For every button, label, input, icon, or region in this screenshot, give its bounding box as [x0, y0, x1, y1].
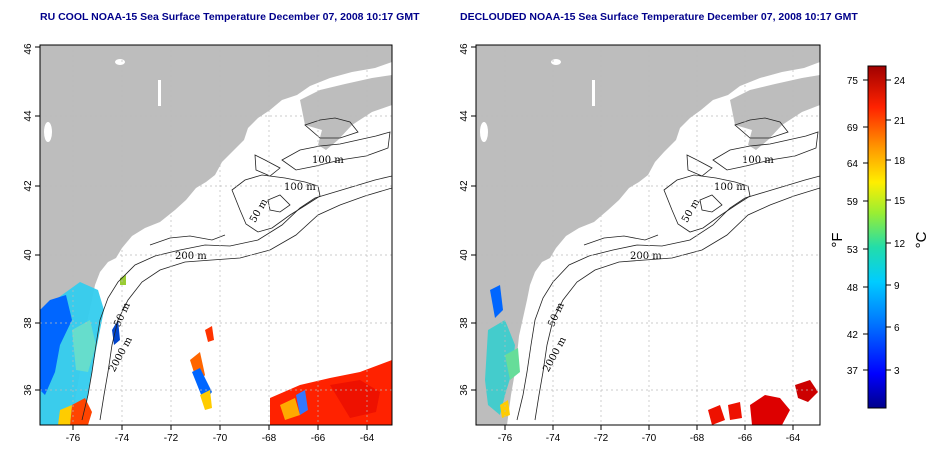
- lon-tick-label: -64: [360, 433, 375, 444]
- right-map-panel: 100 m 100 m 50 m 200 m 50 m 2000 m: [459, 43, 821, 444]
- colorbar-f-tick: 48: [847, 283, 859, 294]
- left-map-panel: 100 m 100 m 50 m 200 m 50 m 2000 m: [23, 43, 393, 444]
- colorbar-unit-celsius: °C: [913, 231, 930, 248]
- colorbar-f-tick: 69: [847, 123, 859, 134]
- lat-tick-label: 40: [459, 249, 470, 261]
- maritime-land: [730, 75, 820, 150]
- lat-tick-label: 44: [23, 110, 34, 122]
- colorbar-c-tick: 3: [894, 366, 900, 377]
- colorbar-c-tick: 12: [894, 239, 906, 250]
- left-gridlines: [40, 45, 392, 425]
- lon-tick-label: -66: [311, 433, 326, 444]
- land-mass: [40, 45, 392, 425]
- contour-label-200m: 200 m: [175, 251, 207, 262]
- lat-tick-label: 36: [459, 384, 470, 396]
- contour-label-100m-b: 100 m: [714, 182, 746, 193]
- colorbar-unit-fahrenheit: °F: [829, 232, 846, 247]
- right-gridlines: [476, 45, 820, 425]
- colorbar-f-tick: 59: [847, 197, 859, 208]
- lon-tick-label: -64: [786, 433, 801, 444]
- colorbar-f-tick: 75: [847, 76, 859, 87]
- lat-tick-label: 40: [23, 249, 34, 261]
- lon-tick-label: -66: [738, 433, 753, 444]
- colorbar-c-tick: 18: [894, 156, 906, 167]
- colorbar-c-tick: 21: [894, 116, 906, 127]
- lon-tick-label: -72: [594, 433, 609, 444]
- contour-label-100m-a: 100 m: [312, 155, 344, 166]
- lat-tick-label: 46: [459, 43, 470, 55]
- lat-tick-label: 38: [459, 317, 470, 329]
- contour-label-100m-a: 100 m: [742, 155, 774, 166]
- lon-tick-label: -68: [262, 433, 277, 444]
- colorbar-f-tick: 53: [847, 245, 859, 256]
- contour-label-100m-b: 100 m: [284, 182, 316, 193]
- right-map-title: DECLOUDED NOAA-15 Sea Surface Temperatur…: [460, 11, 858, 23]
- lat-tick-label: 36: [23, 384, 34, 396]
- lon-tick-label: -70: [642, 433, 657, 444]
- left-map-title: RU COOL NOAA-15 Sea Surface Temperature …: [40, 11, 420, 23]
- lon-tick-label: -76: [498, 433, 513, 444]
- lat-tick-label: 46: [23, 43, 34, 55]
- colorbar-f-tick: 64: [847, 159, 859, 170]
- colorbar-c-tick: 9: [894, 281, 900, 292]
- land-mass: [476, 45, 820, 425]
- colorbar-c-tick: 6: [894, 323, 900, 334]
- maritime-land: [300, 75, 392, 150]
- colorbar-c-tick: 15: [894, 196, 906, 207]
- colorbar: 75 69 64 59 53 48 42 37 24 21 18 15 12 9…: [829, 65, 930, 409]
- colorbar-f-tick: 37: [847, 366, 859, 377]
- sst-swath-right: [485, 285, 818, 425]
- lon-tick-label: -72: [164, 433, 179, 444]
- colorbar-f-tick: 42: [847, 330, 859, 341]
- colorbar-c-tick: 24: [894, 76, 906, 87]
- lat-tick-label: 42: [23, 180, 34, 192]
- lat-tick-label: 38: [23, 317, 34, 329]
- lat-tick-label: 42: [459, 180, 470, 192]
- lon-tick-label: -74: [546, 433, 561, 444]
- lon-tick-label: -70: [213, 433, 228, 444]
- contour-label-200m: 200 m: [630, 251, 662, 262]
- sst-swath-left: [40, 275, 392, 425]
- lon-tick-label: -74: [115, 433, 130, 444]
- lon-tick-label: -68: [690, 433, 705, 444]
- lon-tick-label: -76: [66, 433, 81, 444]
- lat-tick-label: 44: [459, 110, 470, 122]
